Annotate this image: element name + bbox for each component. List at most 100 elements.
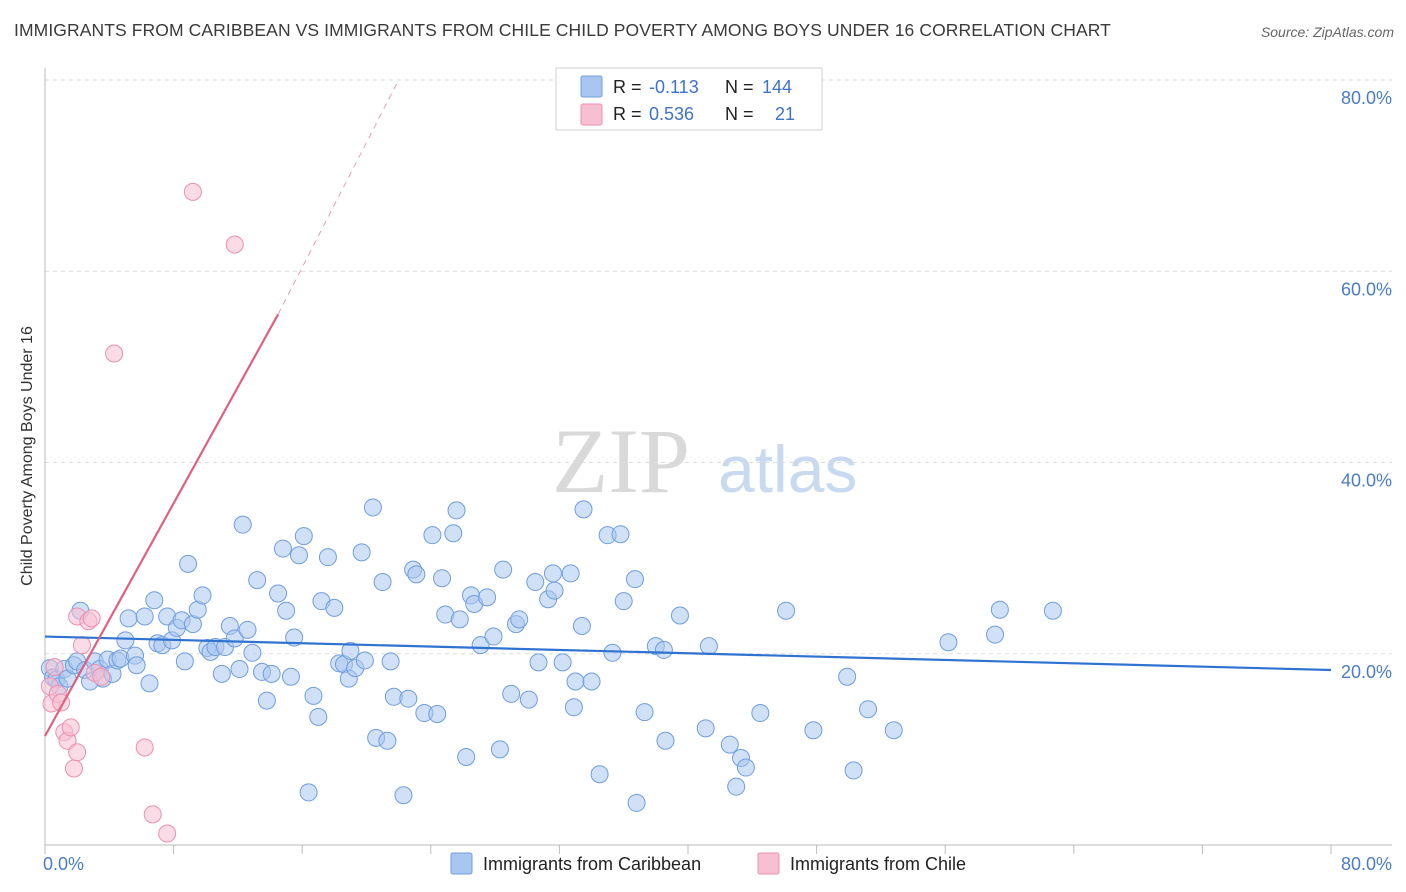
chile-point xyxy=(158,824,177,843)
caribbean-point xyxy=(116,631,135,650)
caribbean-point xyxy=(1043,601,1062,620)
caribbean-point xyxy=(502,684,521,703)
caribbean-point xyxy=(304,686,323,705)
watermark-atlas: atlas xyxy=(718,432,857,506)
caribbean-point xyxy=(566,672,585,691)
x-tick-label-min: 0.0% xyxy=(43,854,84,874)
caribbean-point xyxy=(433,569,452,588)
legend-swatch-chile xyxy=(580,103,603,126)
trendlines xyxy=(44,79,1332,737)
caribbean-point xyxy=(471,636,490,655)
chile-trendline-extension xyxy=(277,79,400,315)
y-axis-title: Child Poverty Among Boys Under 16 xyxy=(19,326,36,586)
caribbean-point xyxy=(175,652,194,671)
stats-legend: R = -0.113 N = 144 R = 0.536 N = 21 xyxy=(555,67,823,131)
y-tick-label: 40.0% xyxy=(1341,471,1392,491)
caribbean-point xyxy=(233,515,252,534)
caribbean-point xyxy=(990,600,1009,619)
caribbean-point xyxy=(696,719,715,738)
caribbean-point xyxy=(444,524,463,543)
chile-point xyxy=(183,182,202,201)
caribbean-point xyxy=(341,641,360,660)
caribbean-point xyxy=(553,653,572,672)
caribbean-point xyxy=(614,592,633,611)
legend-r-label-chile: R = xyxy=(613,104,642,124)
caribbean-point xyxy=(423,526,442,545)
chile-point xyxy=(143,805,162,824)
chile-point xyxy=(135,738,154,757)
caribbean-point xyxy=(478,588,497,607)
caribbean-point xyxy=(225,629,244,648)
caribbean-point xyxy=(510,610,529,629)
caribbean-point xyxy=(399,689,418,708)
bottom-legend-swatch-chile xyxy=(757,852,780,875)
legend-n-value-chile: 21 xyxy=(775,104,795,124)
caribbean-point xyxy=(193,586,212,605)
caribbean-point xyxy=(257,691,276,710)
caribbean-point xyxy=(720,735,739,754)
caribbean-point xyxy=(212,664,231,683)
caribbean-point xyxy=(611,525,630,544)
caribbean-point xyxy=(572,617,591,636)
caribbean-point xyxy=(243,643,262,662)
watermark-zip: ZIP xyxy=(552,410,690,512)
legend-n-label-chile: N = xyxy=(725,104,754,124)
caribbean-point xyxy=(127,656,146,675)
caribbean-point xyxy=(561,564,580,583)
caribbean-point xyxy=(277,601,296,620)
caribbean-point xyxy=(394,786,413,805)
caribbean-point xyxy=(603,643,622,662)
caribbean-point xyxy=(582,672,601,691)
legend-r-label-caribbean: R = xyxy=(613,77,642,97)
caribbean-point xyxy=(939,633,958,652)
caribbean-point xyxy=(751,704,770,723)
caribbean-point xyxy=(494,560,513,579)
caribbean-point xyxy=(262,664,281,683)
chile-point xyxy=(64,759,83,778)
caribbean-point xyxy=(490,740,509,759)
caribbean-point xyxy=(352,543,371,562)
x-tick-label-max: 80.0% xyxy=(1341,854,1392,874)
caribbean-point xyxy=(294,527,313,546)
series-caribbean-points xyxy=(40,498,1062,812)
caribbean-point xyxy=(381,652,400,671)
caribbean-point xyxy=(656,731,675,750)
caribbean-point xyxy=(135,607,154,626)
caribbean-point xyxy=(325,598,344,617)
y-tick-label: 60.0% xyxy=(1341,279,1392,299)
caribbean-point xyxy=(545,581,564,600)
caribbean-point xyxy=(289,546,308,565)
gridlines xyxy=(45,79,1392,655)
caribbean-point xyxy=(299,783,318,802)
legend-r-value-caribbean: -0.113 xyxy=(649,77,699,97)
x-tick-labels: 0.0% 80.0% xyxy=(43,854,1392,874)
caribbean-point xyxy=(986,625,1005,644)
series-chile-points xyxy=(40,182,244,843)
caribbean-point xyxy=(519,690,538,709)
chile-point xyxy=(105,344,124,363)
caribbean-point xyxy=(318,548,337,567)
caribbean-point xyxy=(590,765,609,784)
chile-point xyxy=(225,235,244,254)
caribbean-point xyxy=(447,501,466,520)
caribbean-point xyxy=(736,758,755,777)
caribbean-point xyxy=(727,777,746,796)
caribbean-point xyxy=(273,539,292,558)
caribbean-point xyxy=(363,498,382,517)
caribbean-point xyxy=(119,609,138,628)
caribbean-point xyxy=(625,570,644,589)
caribbean-point xyxy=(838,667,857,686)
y-tick-label: 80.0% xyxy=(1341,88,1392,108)
caribbean-point xyxy=(407,565,426,584)
axes xyxy=(44,68,1392,854)
bottom-legend-label-chile: Immigrants from Chile xyxy=(790,854,966,874)
legend-r-value-chile: 0.536 xyxy=(649,104,694,124)
caribbean-point xyxy=(355,651,374,670)
caribbean-point xyxy=(777,601,796,620)
chile-trendline xyxy=(44,313,280,737)
caribbean-point xyxy=(627,793,646,812)
caribbean-point xyxy=(285,628,304,647)
caribbean-point xyxy=(804,721,823,740)
y-tick-label: 20.0% xyxy=(1341,662,1392,682)
